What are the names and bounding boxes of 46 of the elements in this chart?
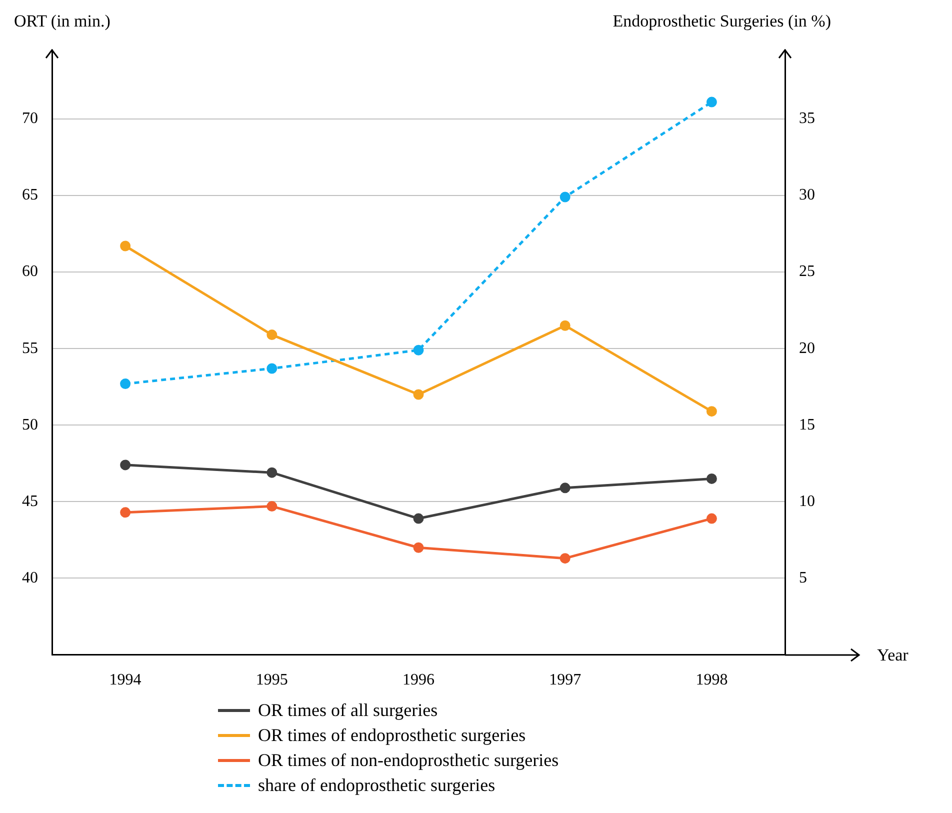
point (413, 389, 424, 400)
point (706, 406, 717, 417)
y-tick-label: 40 (22, 569, 38, 586)
y-tick-label: 55 (22, 340, 38, 357)
point (560, 192, 570, 202)
point (266, 501, 278, 512)
y2-tick-label: 35 (799, 110, 815, 128)
x-tick-label: 1994 (109, 672, 142, 689)
x-tick-label: 1998 (696, 672, 728, 689)
y-tick-label: 65 (22, 186, 38, 204)
y2-axis-title: Endoprosthetic Surgeries (in %) (612, 11, 831, 30)
point (413, 344, 424, 356)
y2-tick-label: 25 (799, 263, 815, 280)
y-tick-label: 70 (22, 110, 38, 128)
point (120, 378, 131, 390)
point (266, 330, 278, 340)
point (120, 240, 131, 252)
point (706, 513, 717, 524)
point (706, 96, 717, 108)
point (560, 553, 570, 564)
x-tick-label: 1996 (402, 672, 434, 689)
y2-tick-label: 30 (799, 186, 815, 204)
x-tick-label: 1995 (256, 672, 288, 689)
legend-label: share of endoprosthetic surgeries (258, 774, 496, 797)
point (560, 320, 570, 331)
y-tick-label: 50 (22, 416, 38, 434)
y-tick-label: 45 (22, 492, 38, 510)
point (120, 507, 131, 518)
y2-tick-label: 5 (799, 569, 807, 586)
point (413, 542, 424, 553)
y-axis-title: ORT (in min.) (14, 11, 110, 30)
point (120, 460, 131, 470)
x-axis-title: Year (877, 645, 909, 664)
y2-tick-label: 15 (799, 416, 815, 434)
point (413, 513, 424, 524)
legend-label: OR times of non-endoprosthetic surgeries (258, 749, 559, 772)
y2-tick-label: 20 (799, 340, 815, 357)
point (706, 473, 717, 484)
point (266, 467, 278, 478)
legend-label: OR times of all surgeries (258, 699, 438, 722)
point (266, 363, 278, 374)
legend-label: OR times of endoprosthetic surgeries (258, 724, 526, 747)
point (560, 482, 570, 494)
y-tick-label: 60 (22, 263, 38, 280)
x-tick-label: 1997 (549, 672, 582, 689)
y2-tick-label: 10 (799, 492, 815, 510)
